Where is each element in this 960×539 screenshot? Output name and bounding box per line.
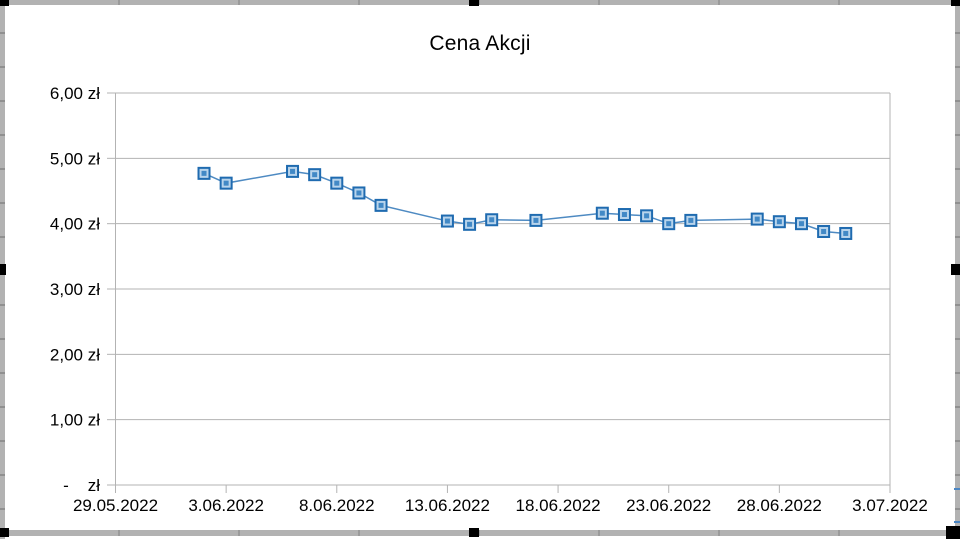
marker-core xyxy=(533,217,539,223)
x-tick-label: 28.06.2022 xyxy=(737,496,822,515)
data-point-marker[interactable] xyxy=(595,206,609,220)
data-point-marker[interactable] xyxy=(352,186,366,200)
data-point-marker[interactable] xyxy=(197,166,211,180)
y-axis-labels: 6,00 zł 5,00 zł 4,00 zł 3,00 zł 2,00 zł 1,00 … xyxy=(50,84,100,495)
cell-anchor-mark xyxy=(954,488,960,490)
sheet-edge-bottom xyxy=(0,530,960,536)
data-point-marker[interactable] xyxy=(794,217,808,231)
selection-handle-bottom-right[interactable] xyxy=(946,526,960,539)
selection-handle-top-right[interactable] xyxy=(951,0,960,6)
y-tick-label: 6,00 zł xyxy=(50,84,100,103)
marker-core xyxy=(621,212,627,218)
selection-handle-top-left[interactable] xyxy=(0,0,9,6)
y-tick-label: 3,00 zł xyxy=(50,280,100,299)
marker-core xyxy=(290,168,296,174)
chart-title: Cena Akcji xyxy=(429,32,531,55)
data-point-marker[interactable] xyxy=(330,176,344,190)
marker-core xyxy=(798,221,804,227)
data-point-marker[interactable] xyxy=(640,209,654,223)
data-point-marker[interactable] xyxy=(219,176,233,190)
cell-anchor-mark xyxy=(954,521,960,523)
marker-core xyxy=(644,213,650,219)
data-point-marker[interactable] xyxy=(463,217,477,231)
x-tick-label: 13.06.2022 xyxy=(405,496,490,515)
y-tick-label: 5,00 zł xyxy=(50,149,100,168)
marker-core xyxy=(754,216,760,222)
marker-core xyxy=(378,202,384,208)
data-point-marker[interactable] xyxy=(772,215,786,229)
marker-core xyxy=(666,221,672,227)
sheet-edge-top xyxy=(0,0,960,5)
selection-handle-bottom-left[interactable] xyxy=(0,528,9,537)
data-point-marker[interactable] xyxy=(308,168,322,182)
marker-core xyxy=(223,180,229,186)
data-point-marker[interactable] xyxy=(839,226,853,240)
y-tick-label: 4,00 zł xyxy=(50,215,100,234)
marker-core xyxy=(467,221,473,227)
marker-core xyxy=(843,230,849,236)
marker-core xyxy=(821,229,827,235)
x-axis-labels: 29.05.2022 3.06.2022 8.06.2022 13.06.2022 18… xyxy=(73,496,928,515)
data-point-marker[interactable] xyxy=(374,198,388,212)
marker-core xyxy=(776,219,782,225)
marker-core xyxy=(356,190,362,196)
x-tick-label: 3.07.2022 xyxy=(852,496,928,515)
selection-handle-middle-right[interactable] xyxy=(951,264,960,275)
data-point-marker[interactable] xyxy=(750,212,764,226)
data-point-marker[interactable] xyxy=(286,164,300,178)
data-point-markers xyxy=(197,164,853,240)
x-tick-label: 29.05.2022 xyxy=(73,496,158,515)
data-point-marker[interactable] xyxy=(440,214,454,228)
x-tick-label: 18.06.2022 xyxy=(516,496,601,515)
marker-core xyxy=(688,217,694,223)
marker-core xyxy=(489,217,495,223)
marker-core xyxy=(599,210,605,216)
data-point-marker[interactable] xyxy=(529,213,543,227)
marker-core xyxy=(312,172,318,178)
selection-handle-bottom-middle[interactable] xyxy=(469,528,479,537)
selection-handle-middle-left[interactable] xyxy=(0,264,6,275)
data-point-marker[interactable] xyxy=(662,217,676,231)
x-tick-label: 3.06.2022 xyxy=(188,496,264,515)
y-tick-label: - zł xyxy=(63,476,100,495)
x-tick-label: 8.06.2022 xyxy=(299,496,375,515)
axes xyxy=(115,93,891,493)
data-point-marker[interactable] xyxy=(485,213,499,227)
data-point-marker[interactable] xyxy=(684,213,698,227)
data-point-marker[interactable] xyxy=(617,208,631,222)
selection-handle-top-middle[interactable] xyxy=(469,0,479,6)
marker-core xyxy=(201,170,207,176)
marker-core xyxy=(334,180,340,186)
y-tick-label: 1,00 zł xyxy=(50,411,100,430)
x-tick-label: 23.06.2022 xyxy=(626,496,711,515)
marker-core xyxy=(444,218,450,224)
y-gridlines xyxy=(107,92,890,486)
data-point-marker[interactable] xyxy=(817,225,831,239)
y-tick-label: 2,00 zł xyxy=(50,345,100,364)
